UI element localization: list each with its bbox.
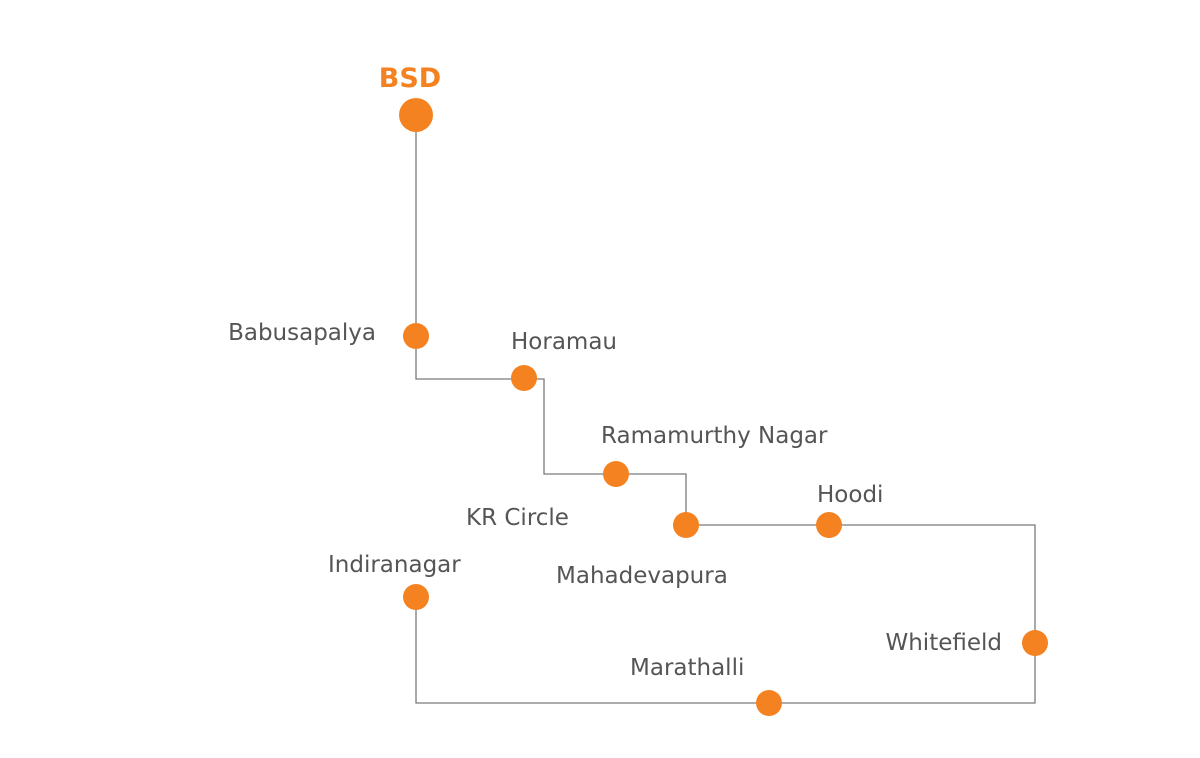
stop-dot-hoodi[interactable] xyxy=(816,512,842,538)
stop-label-kr-circle: KR Circle xyxy=(466,505,569,531)
stop-label-horamau: Horamau xyxy=(511,329,617,355)
origin-dot[interactable] xyxy=(399,98,433,132)
stop-label-marathalli: Marathalli xyxy=(630,655,744,681)
stop-dot-whitefield[interactable] xyxy=(1022,630,1048,656)
stop-dot-marathalli[interactable] xyxy=(756,690,782,716)
stop-label-mahadevapura: Mahadevapura xyxy=(556,563,728,589)
stop-dot-horamau[interactable] xyxy=(511,365,537,391)
stop-label-indiranagar: Indiranagar xyxy=(328,552,461,578)
route-line xyxy=(415,115,1036,704)
stop-dot-mahadevapura[interactable] xyxy=(673,512,699,538)
stop-dot-babusapalya[interactable] xyxy=(403,323,429,349)
stop-label-whitefield: Whitefield xyxy=(885,630,1002,656)
origin-label: BSD xyxy=(379,63,441,94)
stop-dot-indiranagar[interactable] xyxy=(403,584,429,610)
stop-label-ramamurthy-nagar: Ramamurthy Nagar xyxy=(601,423,828,449)
stop-label-hoodi: Hoodi xyxy=(817,482,883,508)
stop-label-babusapalya: Babusapalya xyxy=(228,320,376,346)
stop-dot-ramamurthy-nagar[interactable] xyxy=(603,461,629,487)
